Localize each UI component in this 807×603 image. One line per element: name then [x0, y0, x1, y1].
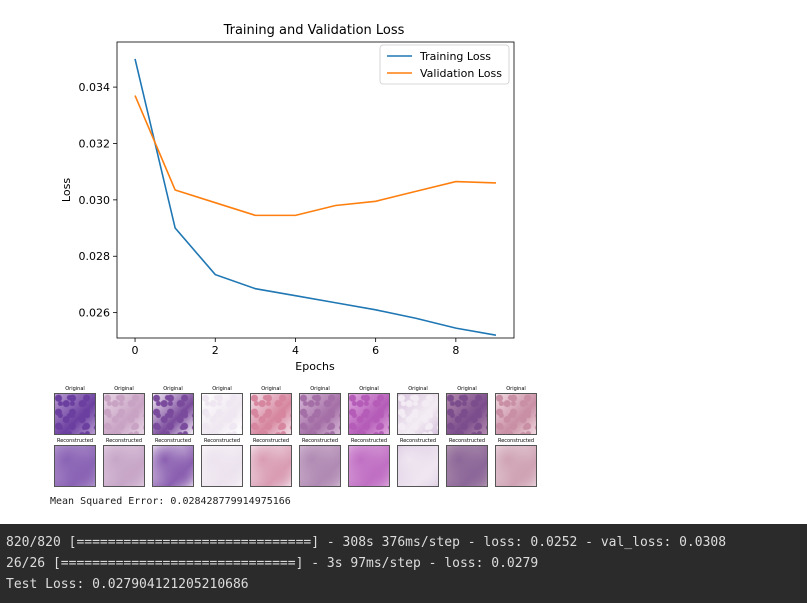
reconstructed-tile: Reconstructed: [201, 438, 243, 487]
original-tile: Original: [446, 386, 488, 435]
console-output: 820/820 [==============================]…: [0, 524, 807, 603]
original-label: Original: [212, 386, 232, 392]
series-group: [134, 58, 497, 336]
reconstruction-grid: Original Original Original Original Original…: [52, 386, 542, 487]
reconstructed-image: [201, 445, 243, 487]
original-image: [103, 393, 145, 435]
reconstructed-label: Reconstructed: [203, 438, 241, 444]
original-row: Original Original Original Original Original…: [54, 386, 542, 435]
x-tick-label: 4: [292, 344, 299, 357]
original-label: Original: [114, 386, 134, 392]
reconstructed-tile: Reconstructed: [54, 438, 96, 487]
chart-title: Training and Validation Loss: [223, 23, 405, 38]
training-loss-line: [134, 58, 497, 336]
original-label: Original: [359, 386, 379, 392]
x-axis-label: Epochs: [295, 360, 335, 373]
reconstructed-label: Reconstructed: [105, 438, 143, 444]
reconstructed-label: Reconstructed: [252, 438, 290, 444]
loss-chart: Training and Validation Loss 0 2 4 6 8 0.026…: [60, 23, 515, 373]
reconstructed-image: [495, 445, 537, 487]
original-label: Original: [65, 386, 85, 392]
original-image: [299, 393, 341, 435]
x-tick-label: 2: [212, 344, 219, 357]
validation-loss-line: [134, 95, 496, 217]
original-tile: Original: [348, 386, 390, 435]
x-tick-label: 6: [372, 344, 379, 357]
legend-label-training: Training Loss: [419, 50, 491, 63]
reconstructed-tile: Reconstructed: [299, 438, 341, 487]
original-image: [152, 393, 194, 435]
reconstructed-row: Reconstructed Reconstructed Reconstructed R…: [54, 438, 542, 487]
reconstructed-label: Reconstructed: [448, 438, 486, 444]
original-tile: Original: [103, 386, 145, 435]
reconstructed-image: [397, 445, 439, 487]
reconstructed-image: [152, 445, 194, 487]
original-image: [201, 393, 243, 435]
x-tick-label: 0: [132, 344, 139, 357]
reconstructed-image: [299, 445, 341, 487]
y-tick-label: 0.028: [79, 250, 111, 263]
original-image: [495, 393, 537, 435]
original-tile: Original: [54, 386, 96, 435]
reconstructed-tile: Reconstructed: [103, 438, 145, 487]
y-ticks: 0.026 0.028 0.030 0.032 0.034: [79, 81, 117, 320]
original-label: Original: [506, 386, 526, 392]
legend-label-validation: Validation Loss: [420, 67, 502, 80]
original-image: [446, 393, 488, 435]
reconstructed-tile: Reconstructed: [446, 438, 488, 487]
original-label: Original: [408, 386, 428, 392]
y-tick-label: 0.030: [79, 194, 111, 207]
reconstructed-image: [103, 445, 145, 487]
reconstructed-label: Reconstructed: [497, 438, 535, 444]
reconstructed-label: Reconstructed: [350, 438, 388, 444]
reconstructed-image: [54, 445, 96, 487]
y-tick-label: 0.032: [79, 137, 111, 150]
reconstructed-image: [348, 445, 390, 487]
reconstructed-image: [250, 445, 292, 487]
reconstructed-label: Reconstructed: [301, 438, 339, 444]
reconstructed-tile: Reconstructed: [397, 438, 439, 487]
y-tick-label: 0.034: [79, 81, 111, 94]
original-label: Original: [457, 386, 477, 392]
reconstructed-tile: Reconstructed: [348, 438, 390, 487]
console-line-train: 820/820 [==============================]…: [6, 535, 727, 550]
original-tile: Original: [397, 386, 439, 435]
plot-area: [116, 41, 515, 339]
reconstructed-tile: Reconstructed: [495, 438, 537, 487]
legend-box: [379, 44, 510, 85]
original-tile: Original: [152, 386, 194, 435]
original-label: Original: [261, 386, 281, 392]
reconstructed-label: Reconstructed: [56, 438, 94, 444]
console-line-eval: 26/26 [==============================] -…: [6, 556, 539, 571]
original-label: Original: [310, 386, 330, 392]
legend: Training Loss Validation Loss: [379, 44, 510, 85]
reconstructed-tile: Reconstructed: [152, 438, 194, 487]
reconstructed-label: Reconstructed: [154, 438, 192, 444]
reconstructed-tile: Reconstructed: [250, 438, 292, 487]
original-image: [54, 393, 96, 435]
x-tick-label: 8: [452, 344, 459, 357]
mse-readout: Mean Squared Error: 0.028428779914975166: [50, 496, 291, 507]
original-tile: Original: [299, 386, 341, 435]
console-line-test: Test Loss: 0.027904121205210686: [6, 577, 249, 592]
original-tile: Original: [495, 386, 537, 435]
reconstructed-label: Reconstructed: [399, 438, 437, 444]
original-tile: Original: [250, 386, 292, 435]
original-image: [397, 393, 439, 435]
original-image: [348, 393, 390, 435]
reconstructed-image: [446, 445, 488, 487]
y-tick-label: 0.026: [79, 307, 111, 320]
original-tile: Original: [201, 386, 243, 435]
original-image: [250, 393, 292, 435]
y-axis-label: Loss: [60, 178, 73, 202]
x-ticks: 0 2 4 6 8: [132, 338, 459, 357]
original-label: Original: [163, 386, 183, 392]
